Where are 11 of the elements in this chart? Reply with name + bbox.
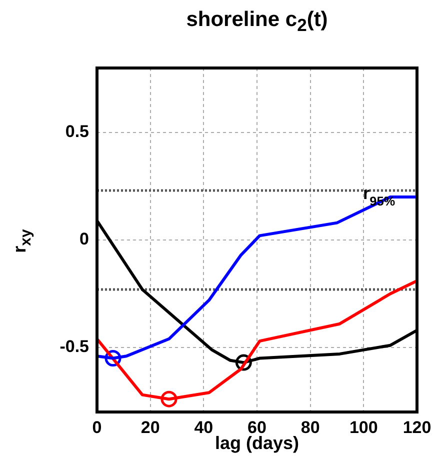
x-tick-label: 0 (92, 418, 102, 437)
x-tick-label: 120 (402, 418, 432, 437)
y-tick-label: -0.5 (60, 337, 89, 356)
chart-title: shoreline c$_{2}$(t) (186, 8, 328, 36)
y-tick-label: 0 (80, 230, 89, 249)
x-tick-label: 20 (140, 418, 160, 437)
x-tick-label: 40 (194, 418, 214, 437)
x-tick-label: 80 (300, 418, 320, 437)
y-tick-label: 0.5 (65, 122, 89, 142)
x-tick-label: 100 (349, 418, 378, 437)
point (160, 390, 178, 408)
